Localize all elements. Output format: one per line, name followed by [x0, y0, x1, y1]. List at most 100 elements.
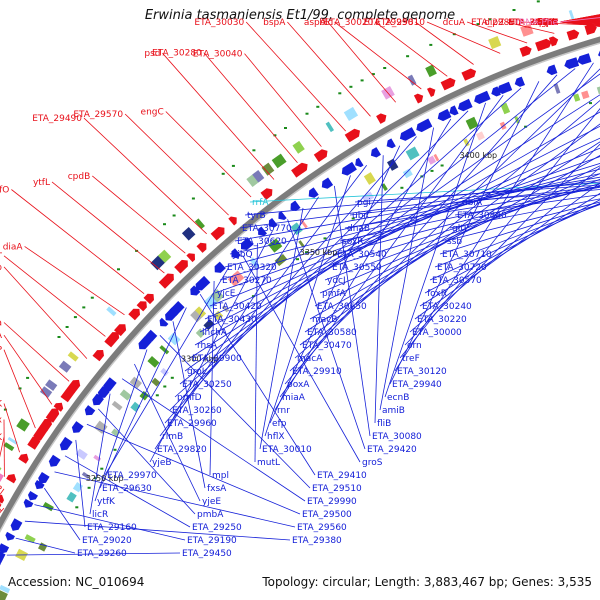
gene-label-reverse: orn — [407, 341, 422, 351]
cog-category-block — [433, 153, 440, 162]
gene-label-forward: fecB — [538, 18, 558, 28]
leader-line — [3, 349, 36, 429]
cog-category-block — [427, 155, 437, 165]
leader-line — [334, 185, 600, 255]
ruler-label: 3400 kbp — [459, 151, 497, 160]
gene-label-reverse: ETA_30840 — [457, 211, 507, 221]
cog-category-block — [520, 23, 534, 37]
reverse-cds-arrow — [10, 518, 23, 531]
reverse-cds-arrow — [564, 57, 580, 69]
gene-label-reverse: ETA_29630 — [102, 484, 152, 494]
reverse-cds-arrow — [84, 405, 96, 416]
forward-cds-arrow — [67, 379, 81, 393]
reverse-cds-arrow — [23, 498, 34, 508]
cog-category-block — [475, 131, 485, 141]
forward-cds-arrow — [53, 402, 64, 412]
gene-label-forward: dcuA — [443, 18, 466, 28]
leader-line — [334, 185, 371, 437]
gene-label-reverse: ETA_30250 — [182, 380, 232, 390]
gene-label-forward: ETA_30640 — [508, 18, 558, 28]
reverse-cds-arrow — [321, 177, 334, 189]
gene-label-forward: ETA_30020 — [324, 18, 374, 28]
gene-label-forward: ETA_29810 — [375, 18, 425, 28]
leader-line — [244, 53, 322, 147]
forward-cds-arrow — [196, 242, 207, 253]
reverse-cds-arrow — [290, 200, 301, 211]
gene-label-forward: ygjK — [0, 400, 3, 410]
leader-line — [279, 95, 504, 398]
forward-cds-arrow — [18, 453, 29, 464]
forward-cds-arrow — [440, 77, 456, 91]
leader-line — [522, 21, 582, 25]
gene-label-reverse: ETA_29510 — [312, 484, 362, 494]
gene-label-forward: dipZ — [484, 18, 504, 28]
gc-skew-dot — [87, 486, 91, 489]
gc-skew-dot — [3, 408, 7, 411]
gene-label-reverse: ETA_29260 — [77, 549, 127, 559]
reverse-cds-arrow — [458, 98, 473, 112]
reverse-cds-arrow — [231, 248, 241, 259]
cog-category-block — [67, 351, 79, 362]
gene-label-reverse: foxR — [427, 289, 447, 299]
leader-line — [506, 21, 555, 34]
gene-label-forward: soxS — [537, 18, 558, 28]
gc-skew-dot — [316, 105, 320, 108]
reverse-cds-arrow — [214, 261, 226, 273]
leader-line — [11, 189, 145, 295]
gene-label-forward: gdh — [541, 18, 558, 28]
cog-category-block — [151, 377, 161, 387]
gene-label-reverse: ubiA — [462, 198, 483, 208]
leader-line — [239, 179, 600, 229]
gene-label-forward: fecI — [542, 18, 558, 28]
leader-line — [94, 349, 148, 502]
gene-label-forward: yjfO — [0, 186, 9, 196]
leader-line — [329, 182, 600, 268]
gene-label-reverse: ubiC — [352, 211, 372, 221]
gene-label-forward: ETA_30560 — [508, 18, 558, 28]
reverse-cds-arrow — [28, 491, 38, 501]
leader-line — [99, 307, 187, 489]
leader-line — [189, 94, 600, 359]
gc-skew-dot — [57, 336, 61, 338]
leader-line — [24, 246, 125, 316]
gene-label-reverse: rrfA — [252, 198, 269, 208]
leader-line — [98, 408, 196, 515]
gc-skew-dot — [400, 186, 404, 189]
gene-label-reverse: mpl — [212, 471, 229, 481]
leader-line — [449, 198, 600, 229]
gene-label-reverse: ETA_30120 — [397, 367, 447, 377]
cog-category-block — [386, 158, 399, 171]
gene-label-forward: cpdB — [68, 172, 91, 182]
leader-line — [559, 15, 600, 23]
gene-label-reverse: ETA_30220 — [417, 315, 467, 325]
gene-label-forward: tRNA-Phe — [516, 18, 559, 28]
cog-category-block — [111, 428, 120, 437]
leader-line — [409, 166, 600, 333]
gc-skew-dot — [589, 102, 592, 105]
gc-skew-dot — [349, 85, 353, 88]
gene-label-forward: ETA_30280 — [152, 49, 202, 59]
gene-label-reverse: licR — [92, 510, 108, 520]
leader-line — [86, 423, 301, 515]
gene-label-reverse: ssb — [447, 237, 462, 247]
leader-line — [0, 437, 5, 458]
forward-cds-arrow — [39, 418, 52, 432]
cog-category-block — [194, 218, 205, 230]
gc-skew-dot — [82, 306, 86, 309]
gene-label-reverse: ecnB — [387, 393, 409, 403]
forward-cds-arrow — [413, 93, 424, 104]
gc-skew-dot — [93, 477, 97, 480]
gene-label-forward: sbmA — [533, 18, 559, 28]
cog-category-block — [268, 238, 283, 253]
reverse-cds-arrow — [241, 237, 254, 250]
gene-label-reverse: ETA_30470 — [302, 341, 352, 351]
gene-label-forward: ETA_30690 — [508, 18, 558, 28]
leader-line — [384, 102, 486, 398]
gc-skew-dot — [338, 92, 342, 95]
gene-label-forward: ETA_29570 — [73, 110, 123, 120]
cog-category-block — [261, 162, 275, 176]
leader-line — [404, 143, 600, 346]
gene-label-reverse: gltP — [452, 224, 470, 234]
